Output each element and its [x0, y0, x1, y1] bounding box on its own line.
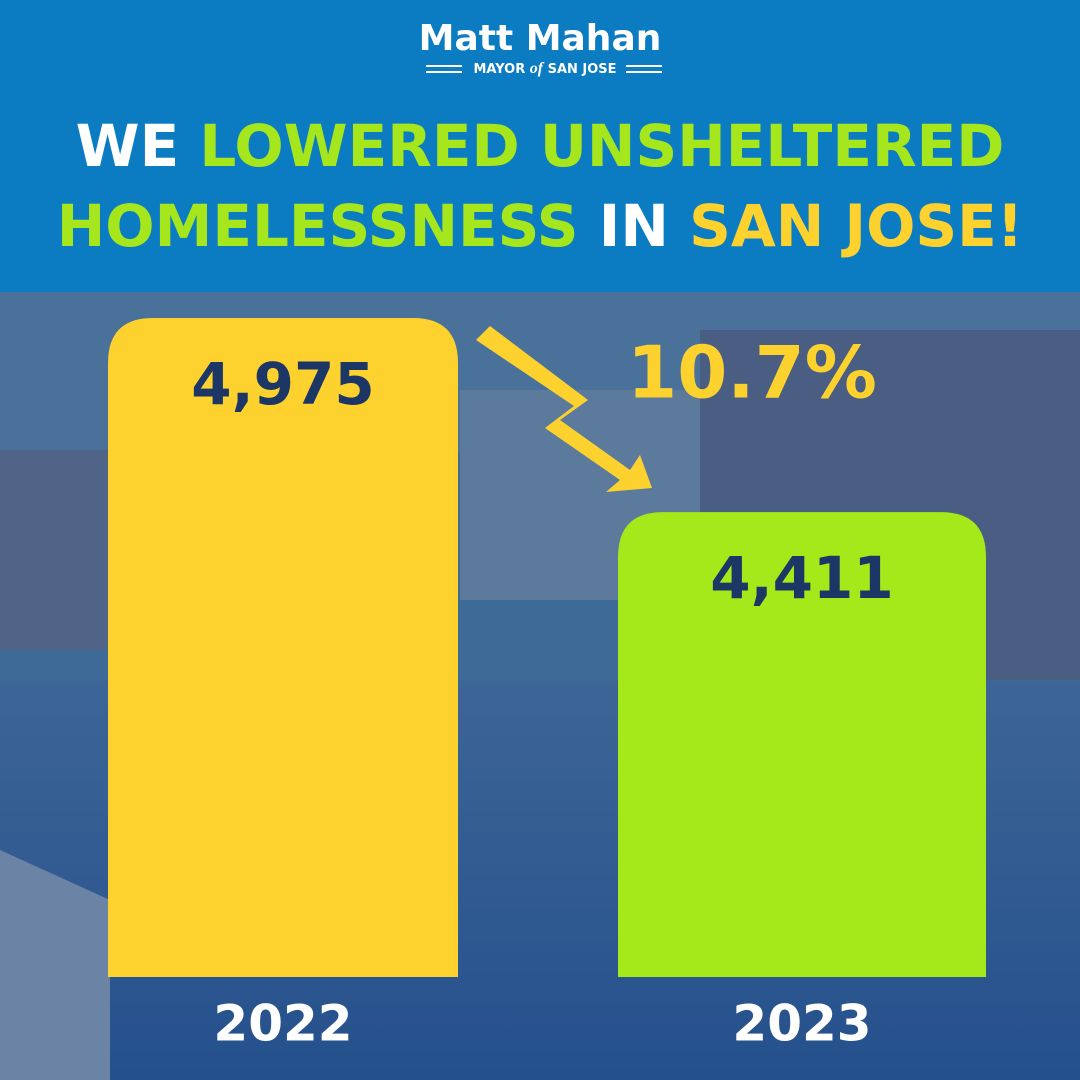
photo-sidewalk	[0, 850, 110, 1080]
bar	[618, 512, 986, 977]
title-run: IN	[599, 192, 669, 260]
title-run: LOWERED UNSHELTERED	[199, 112, 1004, 180]
tagline: MAYOR of SAN JOSE	[473, 60, 616, 77]
photo-building	[0, 450, 110, 650]
x-tick-label: 2023	[732, 995, 871, 1053]
annotation: 10.7%	[627, 331, 877, 415]
tagline-part: SAN JOSE	[548, 62, 617, 77]
bar	[108, 318, 458, 977]
title-run: HOMELESSNESS	[57, 192, 579, 260]
chart-title: WE LOWERED UNSHELTERED	[76, 112, 1005, 180]
header-tagline: MAYOR of SAN JOSE	[426, 60, 662, 77]
trend-arrow	[476, 326, 652, 492]
title-run: SAN JOSE!	[689, 192, 1023, 260]
header-name: Matt Mahan	[419, 18, 662, 59]
tagline-part: MAYOR	[473, 62, 525, 77]
header-band	[0, 0, 1080, 292]
chart-title: HOMELESSNESS IN SAN JOSE!	[57, 192, 1023, 260]
tagline-part: of	[530, 60, 545, 77]
title-run: WE	[76, 112, 180, 180]
value-label: 4,411	[710, 544, 893, 612]
value-label: 4,975	[191, 350, 374, 418]
x-tick-label: 2022	[213, 995, 352, 1053]
